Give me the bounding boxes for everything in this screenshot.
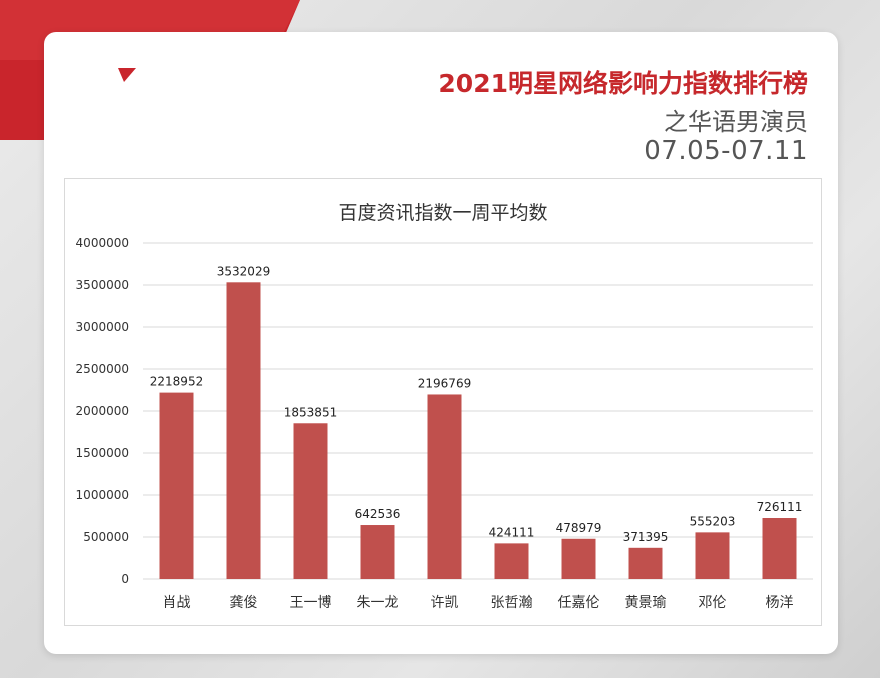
bar [762, 518, 797, 579]
logo-text-en: OWERSTAR [118, 93, 252, 117]
x-tick-label: 龚俊 [230, 595, 258, 611]
x-tick-label: 张哲瀚 [491, 595, 533, 611]
y-tick-label: 2500000 [76, 362, 129, 376]
x-tick-label: 邓伦 [699, 595, 727, 611]
chart-panel: 百度资讯指数一周平均数 0 500000 1000000 1500000 2000000… [64, 178, 822, 626]
x-tick-label: 许凯 [431, 595, 459, 611]
x-tick-label: 黄景瑜 [625, 594, 667, 611]
data-label: 2218952 [150, 375, 203, 389]
page-title: 2021明星网络影响力指数排行榜 [438, 69, 808, 98]
x-tick-label: 杨洋 [766, 595, 794, 611]
bar [561, 538, 596, 579]
data-label: 2196769 [418, 376, 471, 390]
bar [293, 423, 328, 579]
y-tick-label: 0 [121, 572, 129, 586]
bar [494, 543, 529, 579]
y-tick-label: 2000000 [76, 404, 129, 418]
data-label: 1853851 [284, 405, 337, 419]
x-tick-label: 任嘉伦 [558, 595, 600, 611]
x-tick-label: 王一博 [290, 594, 332, 611]
bar [628, 547, 663, 579]
y-tick-label: 3000000 [76, 320, 129, 334]
logo-text-cn: 明星权力榜 [138, 69, 248, 93]
data-label: 3532029 [217, 264, 270, 278]
data-label: 478979 [556, 521, 602, 535]
y-tick-label: 3500000 [76, 278, 129, 292]
bar [159, 392, 194, 579]
x-tick-label: 肖战 [163, 595, 191, 611]
y-tick-label: 1500000 [76, 446, 129, 460]
powerstar-logo [78, 66, 152, 122]
y-tick-label: 500000 [83, 530, 129, 544]
bar [226, 282, 261, 579]
bar-chart: 百度资讯指数一周平均数 0 500000 1000000 1500000 2000000… [76, 202, 813, 611]
y-tick-label: 1000000 [76, 488, 129, 502]
data-label: 642536 [355, 507, 401, 521]
star-icon: ★ [44, 68, 54, 81]
page-subtitle: 之华语男演员 [664, 108, 808, 136]
y-tick-label: 4000000 [76, 236, 129, 250]
data-label: 371395 [623, 530, 669, 544]
x-tick-label: 朱一龙 [357, 595, 399, 611]
date-range: 07.05-07.11 [644, 136, 808, 166]
data-label: 726111 [757, 500, 803, 514]
bar [695, 532, 730, 579]
bar [360, 525, 395, 579]
data-label: 555203 [690, 514, 736, 528]
data-label: 424111 [489, 525, 535, 539]
chart-title: 百度资讯指数一周平均数 [338, 202, 547, 224]
bar [427, 394, 462, 579]
